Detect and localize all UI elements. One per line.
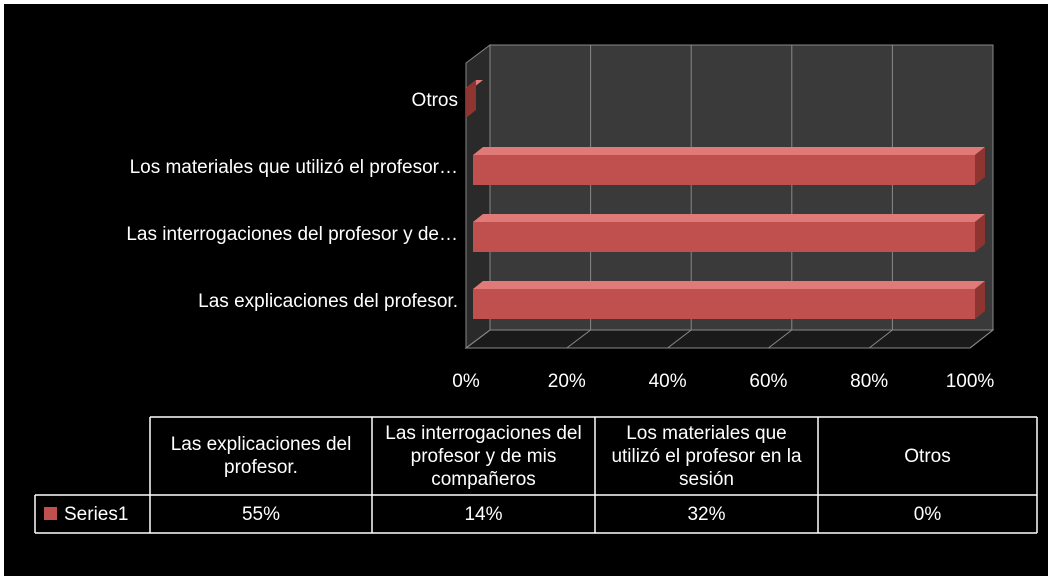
bar-top [473, 147, 985, 155]
bar-group [466, 80, 483, 118]
x-tick-label: 0% [452, 371, 480, 392]
table-value: 55% [242, 504, 280, 525]
table-header-cell: Las interrogaciones del profesor y de mi… [385, 422, 582, 490]
bar-group [473, 147, 985, 185]
bar-group [473, 214, 985, 252]
x-tick-label: 80% [850, 371, 888, 392]
table-value: 0% [914, 504, 942, 525]
bar [473, 155, 975, 185]
x-tick-label: 40% [649, 371, 687, 392]
grid-line [969, 329, 994, 349]
table-header-cell: Los materiales que utilizó el profesor e… [611, 422, 802, 490]
grid-line [868, 329, 893, 349]
bar-side [975, 147, 985, 185]
table-header: Las interrogaciones del profesor y de mi… [385, 422, 582, 490]
floor [464, 329, 995, 349]
grid-line [465, 329, 491, 349]
legend-label: Series1 [64, 504, 128, 525]
bar-side [975, 214, 985, 252]
legend-swatch [44, 507, 57, 520]
table-header: Los materiales que utilizó el profesor e… [611, 422, 802, 490]
table-header: Las explicaciones del profesor. [170, 434, 352, 478]
y-tick-label: Otros [412, 90, 458, 111]
bar-side [975, 281, 985, 319]
table-value: 32% [687, 504, 725, 525]
y-tick-label: Las interrogaciones del profesor y de… [126, 224, 458, 245]
table-header-cell: Otros [904, 445, 951, 467]
bar-side [466, 80, 476, 118]
grid-line [667, 329, 692, 349]
bar-group [473, 281, 985, 319]
x-tick-label: 100% [946, 371, 995, 392]
bar-top [473, 281, 985, 289]
bar [473, 222, 975, 252]
grid-line [566, 329, 591, 349]
table-header: Otros [904, 445, 951, 467]
x-tick-label: 60% [749, 371, 787, 392]
y-tick-label: Las explicaciones del profesor. [198, 291, 458, 312]
grid-line [768, 329, 793, 349]
bar [473, 289, 975, 319]
table-header-cell: Las explicaciones del profesor. [170, 434, 352, 478]
y-tick-label: Los materiales que utilizó el profesor… [130, 157, 458, 178]
bar-top [473, 214, 985, 222]
table-value: 14% [464, 504, 502, 525]
x-tick-label: 20% [548, 371, 586, 392]
